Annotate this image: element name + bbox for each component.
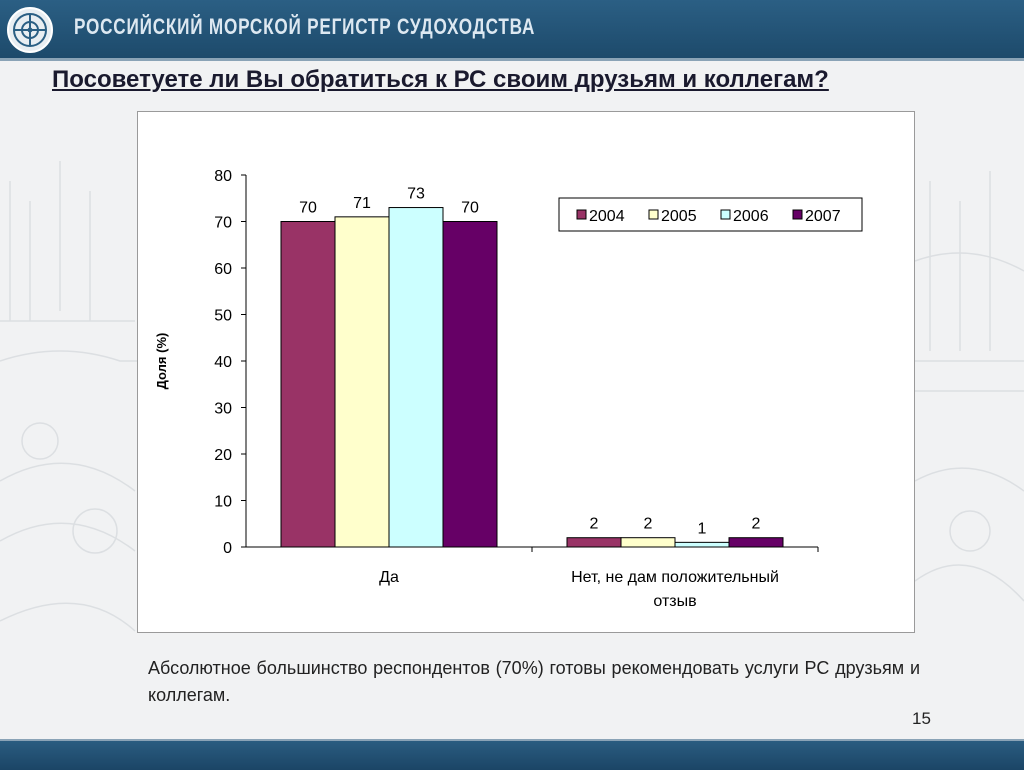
x-category-label: отзыв — [653, 593, 696, 610]
data-label: 2 — [590, 516, 599, 533]
background-ship-drawing — [0, 161, 1024, 632]
bar-chart: 0 10 20 30 40 50 60 70 80 Доля (%) 70 71 73 70 Да 2 2 1 2 Н… — [154, 168, 863, 610]
slide-title: Посоветуете ли Вы обратиться к РС своим … — [52, 66, 829, 93]
legend-swatch-2005 — [648, 209, 659, 220]
bar-2005 — [334, 216, 390, 548]
y-tick-label: 30 — [214, 401, 232, 418]
chart-panel: 0 10 20 30 40 50 60 70 80 Доля (%) 70 71 73 70 Да 2 2 1 2 Н… — [137, 111, 915, 633]
x-category-label: Да — [379, 569, 399, 586]
legend-swatch-2004 — [576, 209, 587, 220]
y-tick-label: 50 — [214, 308, 232, 325]
bar-2007 — [442, 221, 498, 548]
y-tick-label: 0 — [223, 540, 232, 557]
y-axis-title: Доля (%) — [154, 333, 169, 390]
register-logo-icon — [7, 7, 53, 53]
bar-2006 — [674, 541, 730, 548]
org-name: РОССИЙСКИЙ МОРСКОЙ РЕГИСТР СУДОХОДСТВА — [74, 14, 536, 39]
y-tick-label: 10 — [214, 494, 232, 511]
data-label: 70 — [461, 200, 479, 217]
data-label: 70 — [299, 200, 317, 217]
x-category-label: Нет, не дам положительный — [571, 569, 779, 586]
header-bar: РОССИЙСКИЙ МОРСКОЙ РЕГИСТР СУДОХОДСТВА — [0, 0, 1024, 61]
footer-bar — [0, 739, 1024, 770]
slide-caption: Абсолютное большинство респондентов (70%… — [148, 658, 920, 705]
bar-2004 — [566, 537, 622, 548]
bar-2004 — [280, 221, 336, 548]
legend-swatch-2006 — [720, 209, 731, 220]
legend — [558, 197, 863, 232]
bar-2007 — [728, 537, 784, 548]
data-label: 2 — [644, 516, 653, 533]
data-label: 71 — [353, 195, 371, 212]
legend-label: 2004 — [589, 208, 625, 225]
y-tick-label: 80 — [214, 168, 232, 185]
y-tick-label: 70 — [214, 215, 232, 232]
bar-2005 — [620, 537, 676, 548]
legend-label: 2007 — [805, 208, 841, 225]
data-label: 1 — [698, 520, 707, 537]
bar-2006 — [388, 207, 444, 548]
data-label: 2 — [752, 516, 761, 533]
data-label: 73 — [407, 186, 425, 203]
y-tick-label: 20 — [214, 447, 232, 464]
y-tick-label: 60 — [214, 261, 232, 278]
page-number: 15 — [912, 709, 931, 728]
legend-swatch-2007 — [792, 209, 803, 220]
y-tick-label: 40 — [214, 354, 232, 371]
legend-label: 2005 — [661, 208, 697, 225]
legend-label: 2006 — [733, 208, 769, 225]
